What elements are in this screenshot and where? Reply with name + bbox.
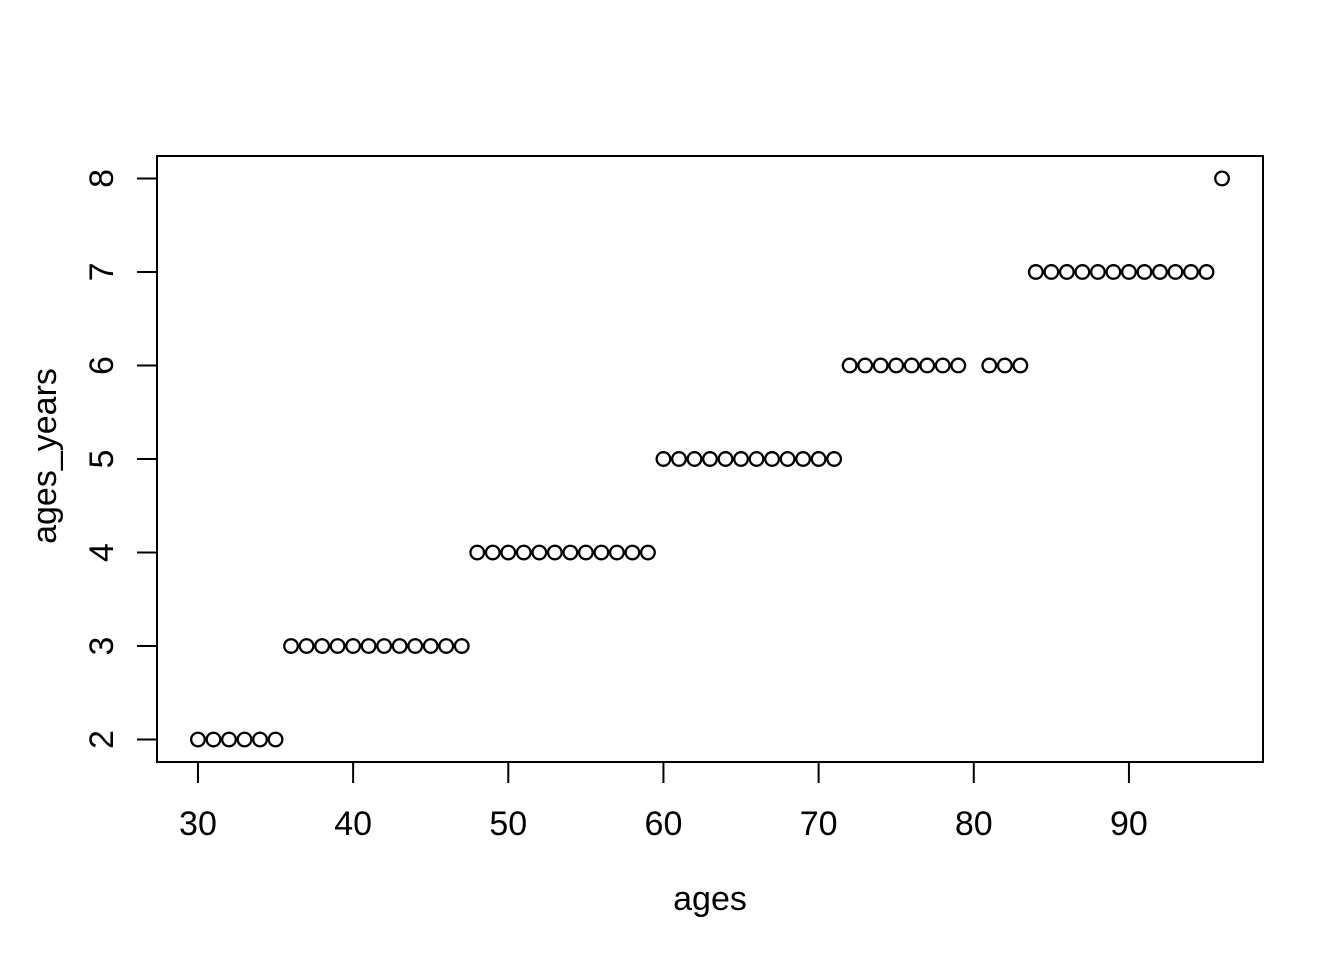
y-tick-label: 6 <box>83 356 121 375</box>
data-point <box>764 451 781 467</box>
x-tick-label: 30 <box>179 805 217 843</box>
data-point <box>1012 357 1029 374</box>
data-point <box>453 638 470 654</box>
data-point <box>639 544 656 561</box>
data-point <box>624 544 641 561</box>
data-point <box>919 357 936 374</box>
data-point <box>950 357 967 374</box>
data-point <box>236 731 253 748</box>
y-tick-label: 8 <box>83 169 121 188</box>
data-point <box>1043 264 1060 280</box>
data-point <box>438 638 455 654</box>
data-point <box>469 544 486 561</box>
data-point <box>422 638 439 654</box>
data-point <box>810 451 827 467</box>
data-point <box>671 451 687 467</box>
y-axis-label: ages_years <box>26 368 64 544</box>
data-point <box>702 451 718 467</box>
data-point <box>748 451 765 467</box>
data-point <box>1136 264 1153 280</box>
data-point <box>314 638 331 654</box>
data-point <box>1027 264 1044 280</box>
data-point <box>903 357 920 374</box>
data-point <box>1198 264 1215 280</box>
y-tick-label: 5 <box>83 450 121 469</box>
data-point <box>298 638 315 654</box>
data-point <box>841 357 858 374</box>
data-point <box>1152 264 1168 280</box>
data-point <box>593 544 610 561</box>
x-tick-label: 80 <box>955 805 993 843</box>
data-point <box>531 544 548 561</box>
y-tick-label: 4 <box>83 543 121 562</box>
data-point <box>376 638 393 654</box>
data-point <box>1105 264 1122 280</box>
data-point <box>345 638 362 654</box>
data-point <box>872 357 889 374</box>
data-point <box>857 357 874 374</box>
data-point <box>360 638 377 654</box>
data-point <box>484 544 501 561</box>
data-point <box>1074 264 1091 280</box>
data-point <box>1089 264 1106 280</box>
y-tick-label: 3 <box>83 637 121 656</box>
data-point <box>1058 264 1075 280</box>
data-point <box>267 731 284 748</box>
data-point <box>205 731 222 748</box>
data-point <box>717 451 734 467</box>
data-point <box>562 544 579 561</box>
data-point <box>1214 170 1230 187</box>
y-tick-label: 7 <box>83 263 121 282</box>
data-point <box>407 638 424 654</box>
data-point <box>546 544 563 561</box>
data-point <box>888 357 905 374</box>
data-point <box>221 731 237 748</box>
data-point <box>1120 264 1137 280</box>
x-tick-label: 70 <box>800 805 838 843</box>
data-point <box>252 731 268 748</box>
data-point <box>1183 264 1199 280</box>
data-point <box>190 731 206 748</box>
data-point <box>934 357 951 374</box>
data-point <box>500 544 517 561</box>
x-tick-label: 50 <box>489 805 527 843</box>
x-tick-label: 40 <box>334 805 372 843</box>
data-point <box>655 451 672 467</box>
data-point <box>515 544 532 561</box>
plot-content: 30 40 50 60 70 80 90 2 3 4 5 6 7 8 <box>83 169 1230 843</box>
data-point <box>996 357 1013 374</box>
data-point <box>1167 264 1184 280</box>
x-tick-label: 60 <box>645 805 683 843</box>
data-point <box>608 544 625 561</box>
data-point <box>283 638 300 654</box>
x-tick-label: 90 <box>1110 805 1148 843</box>
data-point <box>826 451 843 467</box>
data-point <box>981 357 998 374</box>
data-point <box>686 451 703 467</box>
data-point <box>329 638 346 654</box>
data-point <box>577 544 594 561</box>
x-axis-label: ages <box>673 880 747 918</box>
data-point <box>795 451 812 467</box>
data-point <box>779 451 796 467</box>
plot-border <box>156 155 1264 763</box>
y-tick-label: 2 <box>83 730 121 749</box>
data-point <box>733 451 749 467</box>
data-point <box>391 638 408 654</box>
